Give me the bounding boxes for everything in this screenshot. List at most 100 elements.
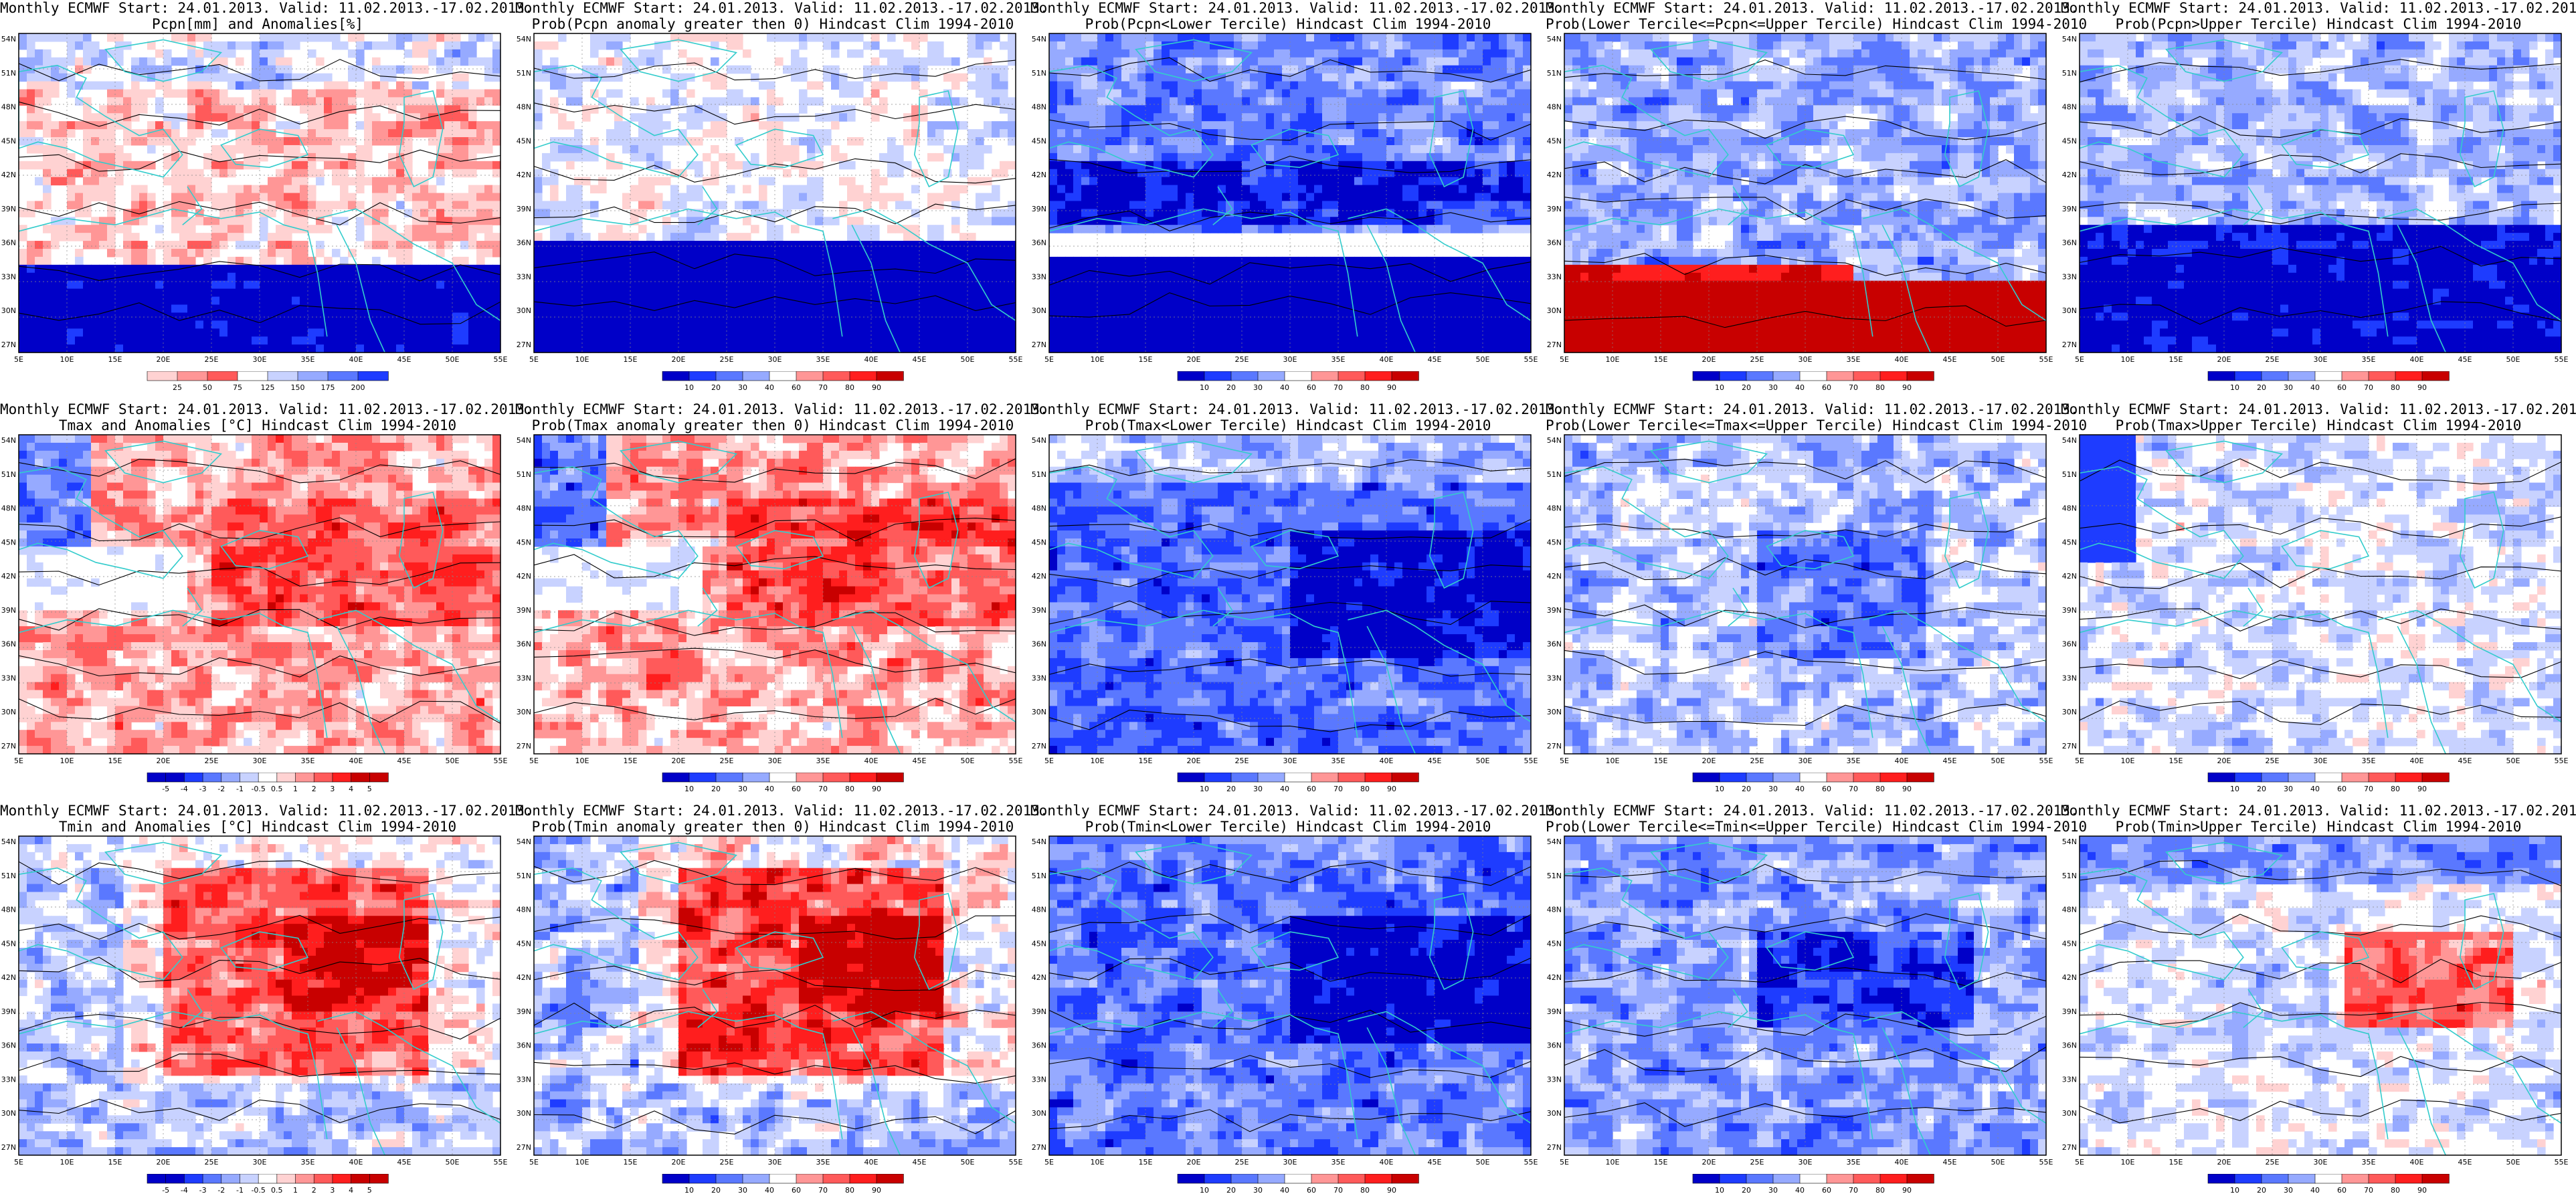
field-cell — [1057, 209, 1066, 217]
field-cell — [492, 264, 501, 274]
field-cell — [719, 129, 727, 138]
field-cell — [815, 320, 824, 329]
field-cell — [606, 73, 615, 82]
field-cell — [1290, 272, 1299, 282]
field-cell — [1137, 209, 1146, 217]
field-cell — [99, 312, 108, 321]
field-cell — [1081, 89, 1090, 98]
field-cell — [51, 296, 60, 306]
field-cell — [1057, 97, 1066, 106]
field-cell — [260, 113, 268, 122]
field-cell — [412, 225, 421, 233]
field-cell — [1049, 201, 1058, 209]
field-cell — [968, 328, 976, 337]
field-cell — [582, 320, 591, 329]
colorbar-label: 70 — [818, 383, 828, 392]
field-cell — [380, 312, 389, 321]
field-cell — [1105, 129, 1114, 138]
field-cell — [534, 272, 543, 282]
field-cell — [316, 320, 325, 329]
field-cell — [1097, 169, 1106, 178]
field-cell — [887, 320, 896, 329]
field-cell — [1137, 185, 1146, 194]
field-cell — [839, 248, 848, 258]
field-cell — [1162, 185, 1170, 194]
field-cell — [460, 193, 469, 202]
field-cell — [468, 272, 477, 282]
field-cell — [1282, 57, 1291, 66]
field-cell — [791, 57, 800, 66]
field-cell — [123, 97, 132, 106]
field-cell — [91, 81, 100, 90]
field-cell — [51, 344, 60, 353]
field-cell — [703, 201, 711, 209]
field-cell — [1154, 312, 1162, 321]
field-cell — [492, 288, 501, 298]
field-cell — [1170, 113, 1178, 122]
field-cell — [1049, 129, 1058, 138]
field-cell — [1065, 113, 1074, 122]
field-cell — [927, 328, 936, 337]
field-cell — [927, 201, 936, 209]
field-cell — [163, 328, 172, 337]
field-cell — [155, 65, 164, 74]
field-cell — [468, 89, 477, 98]
field-cell — [316, 121, 325, 130]
field-cell — [211, 144, 220, 154]
field-cell — [260, 217, 268, 225]
field-cell — [484, 193, 493, 202]
field-cell — [227, 320, 236, 329]
field-cell — [1049, 57, 1058, 66]
field-cell — [195, 280, 204, 290]
field-cell — [123, 312, 132, 321]
field-cell — [831, 217, 840, 225]
field-cell — [719, 296, 727, 306]
field-cell — [452, 336, 461, 345]
field-cell — [460, 217, 469, 225]
field-cell — [863, 312, 872, 321]
field-cell — [1298, 264, 1307, 274]
field-cell — [1330, 288, 1339, 298]
field-cell — [1250, 296, 1259, 306]
field-cell — [815, 241, 824, 249]
field-cell — [364, 280, 373, 290]
field-cell — [1008, 256, 1016, 266]
field-cell — [460, 97, 469, 106]
field-cell — [767, 296, 775, 306]
field-cell — [1330, 304, 1339, 313]
field-cell — [436, 288, 445, 298]
field-cell — [380, 89, 389, 98]
field-cell — [1154, 344, 1162, 353]
field-cell — [1306, 312, 1315, 321]
field-cell — [444, 153, 453, 162]
field-cell — [686, 296, 695, 306]
field-cell — [542, 153, 551, 162]
field-cell — [388, 288, 397, 298]
field-cell — [1282, 344, 1291, 353]
field-cell — [927, 320, 936, 329]
field-cell — [364, 153, 373, 162]
field-cell — [542, 217, 551, 225]
field-cell — [187, 121, 196, 130]
field-cell — [622, 233, 631, 241]
field-cell — [670, 137, 679, 146]
field-cell — [654, 144, 663, 154]
field-cell — [1137, 73, 1146, 82]
field-cell — [951, 344, 960, 353]
field-cell — [476, 201, 485, 209]
field-cell — [598, 248, 607, 258]
field-cell — [1145, 129, 1154, 138]
field-cell — [1065, 344, 1074, 353]
field-cell — [1322, 89, 1331, 98]
field-cell — [1081, 296, 1090, 306]
field-cell — [534, 304, 543, 313]
field-cell — [372, 312, 381, 321]
field-cell — [356, 328, 365, 337]
field-cell — [468, 304, 477, 313]
field-cell — [1089, 185, 1098, 194]
field-cell — [404, 241, 413, 249]
field-cell — [1000, 89, 1008, 98]
colorbar-swatch — [876, 371, 904, 381]
field-cell — [984, 344, 992, 353]
field-cell — [27, 312, 35, 321]
